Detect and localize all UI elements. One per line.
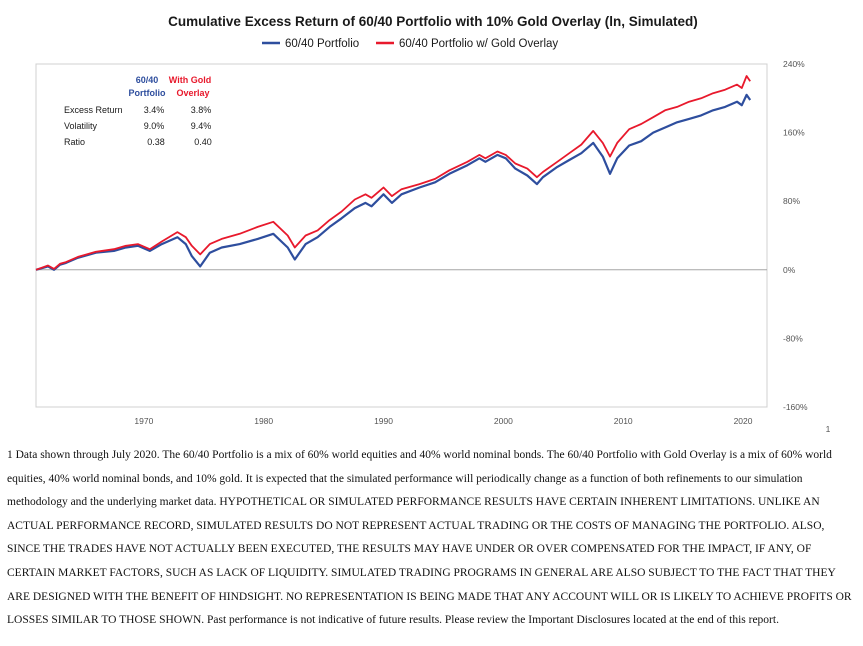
x-tick-label: 2000 xyxy=(494,416,513,426)
stats-row-label: Ratio xyxy=(64,137,85,147)
chart-title: Cumulative Excess Return of 60/40 Portfo… xyxy=(168,14,698,29)
y-tick-label: 240% xyxy=(783,59,805,69)
footnote: 1 Data shown through July 2020. The 60/4… xyxy=(7,444,857,633)
series-line-60-40 xyxy=(35,93,752,271)
y-tick-label: 160% xyxy=(783,128,805,138)
plot-area xyxy=(35,63,768,408)
y-tick-label: -80% xyxy=(783,333,803,343)
legend: 60/40 Portfolio 60/40 Portfolio w/ Gold … xyxy=(262,38,558,50)
chart: Cumulative Excess Return of 60/40 Portfo… xyxy=(35,14,831,434)
x-axis: 1970 1980 1990 2000 2010 2020 xyxy=(134,416,752,426)
x-tick-label: 2010 xyxy=(614,416,633,426)
stats-row-value-gold: 0.40 xyxy=(194,137,212,147)
y-tick-label: 80% xyxy=(783,196,800,206)
y-tick-label: -160% xyxy=(783,402,808,412)
series-line-gold-overlay xyxy=(35,75,751,271)
x-tick-label: 2020 xyxy=(734,416,753,426)
stats-row-label: Volatility xyxy=(64,121,98,131)
x-tick-label: 1980 xyxy=(254,416,273,426)
footnote-text: 1 Data shown through July 2020. The 60/4… xyxy=(7,449,852,627)
stats-table: 60/40 Portfolio With Gold Overlay Excess… xyxy=(64,75,212,147)
stats-row-label: Excess Return xyxy=(64,105,123,115)
x-tick-label: 1990 xyxy=(374,416,393,426)
stats-row-value-60-40: 9.0% xyxy=(144,121,165,131)
stats-col-head-1-line-1: 60/40 xyxy=(136,75,159,85)
y-axis: 240% 160% 80% 0% -80% -160% xyxy=(783,59,808,412)
legend-label-60-40: 60/40 Portfolio xyxy=(285,38,359,50)
footnote-marker: 1 xyxy=(826,424,831,434)
stats-row-value-gold: 9.4% xyxy=(191,121,212,131)
series-layer xyxy=(35,75,752,271)
stats-row-value-60-40: 3.4% xyxy=(144,105,165,115)
stats-row-value-60-40: 0.38 xyxy=(147,137,165,147)
legend-label-gold-overlay: 60/40 Portfolio w/ Gold Overlay xyxy=(399,38,558,50)
stats-col-head-2-line-2: Overlay xyxy=(176,88,209,98)
stats-col-head-1-line-2: Portfolio xyxy=(129,88,166,98)
y-tick-label: 0% xyxy=(783,265,796,275)
stats-col-head-2-line-1: With Gold xyxy=(169,75,211,85)
x-tick-label: 1970 xyxy=(134,416,153,426)
stats-row-value-gold: 3.8% xyxy=(191,105,212,115)
